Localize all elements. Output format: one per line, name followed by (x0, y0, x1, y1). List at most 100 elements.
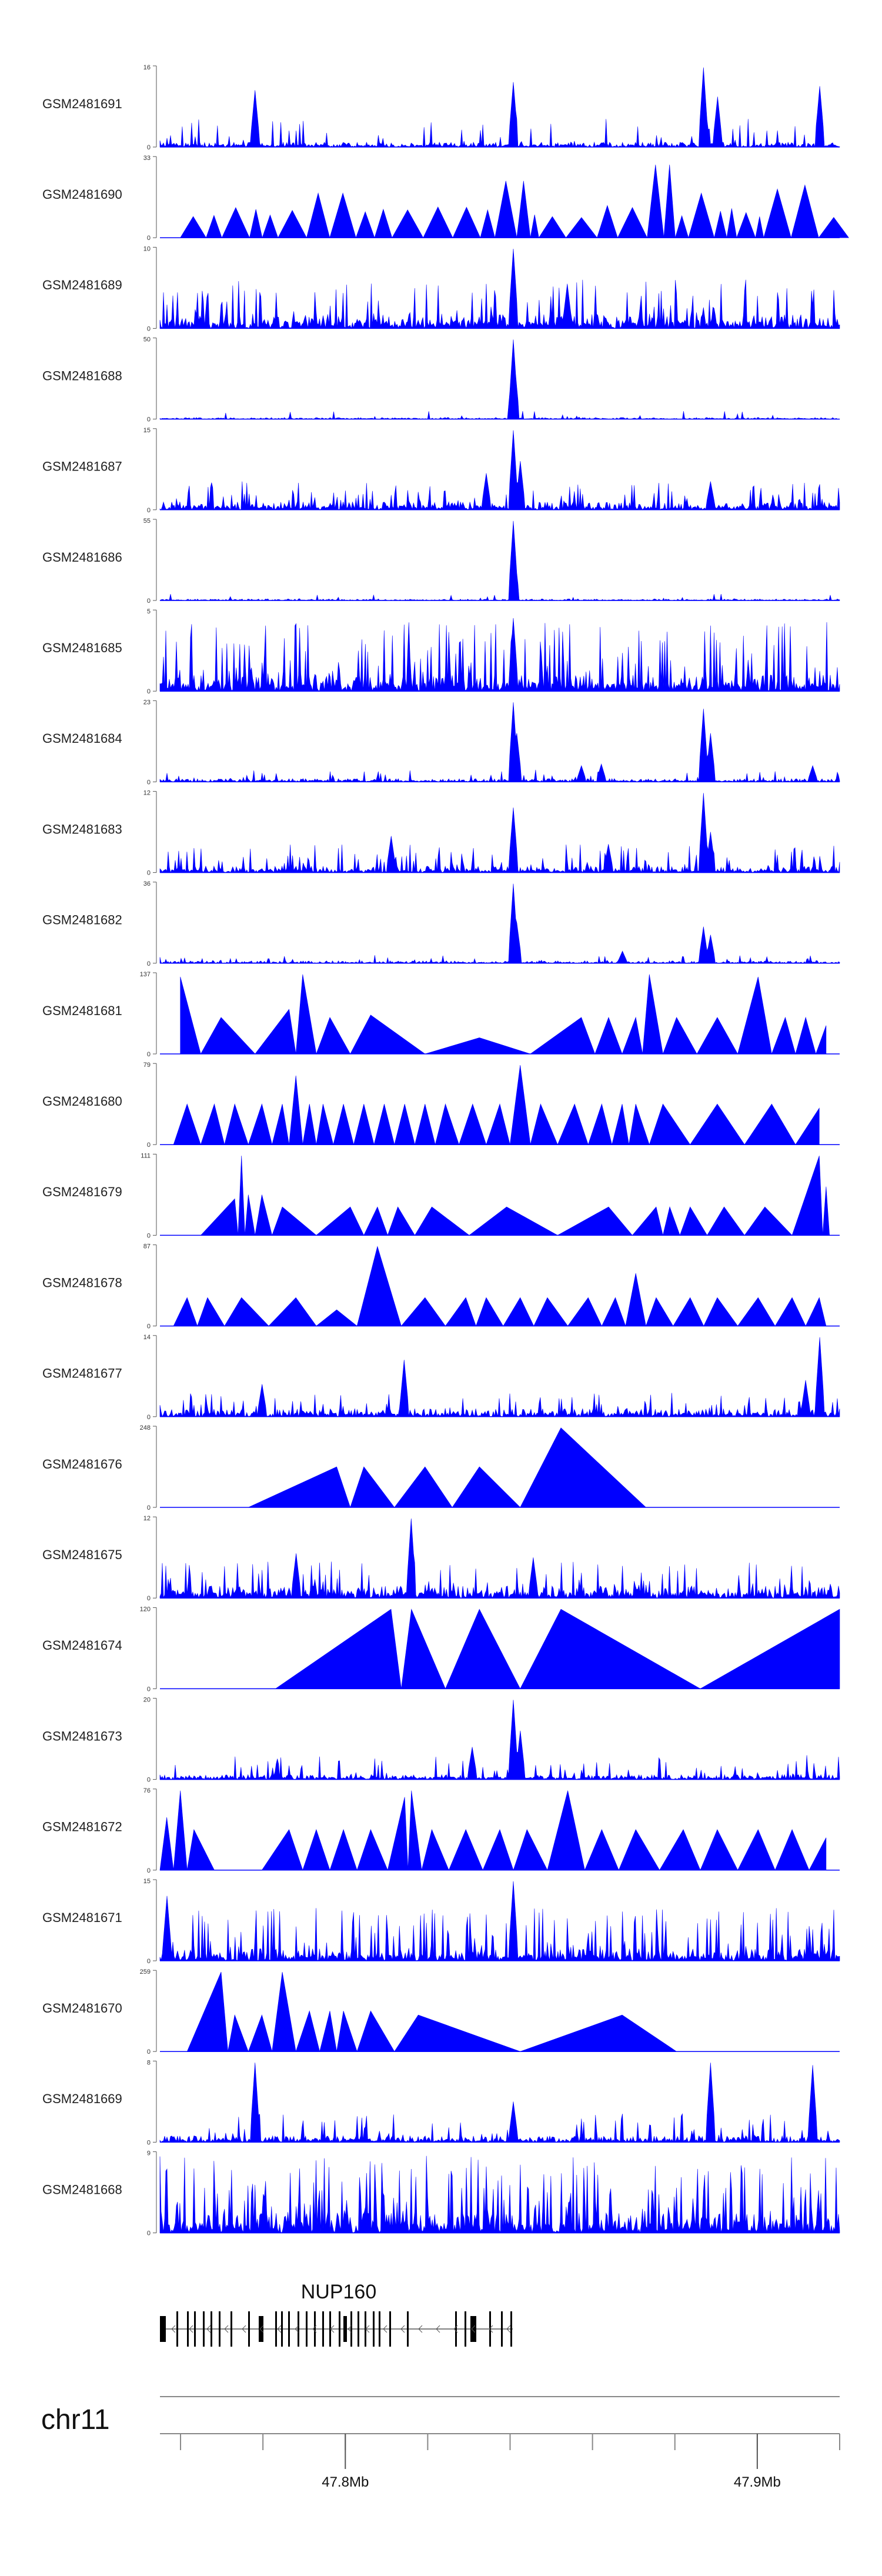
y-max-label: 12 (143, 790, 151, 797)
gene-track: NUP160 (160, 2281, 513, 2347)
track-GSM2481689: GSM2481689 10 0 (42, 245, 840, 332)
y-min-label: 0 (147, 1504, 151, 1511)
gene-exon (275, 2311, 277, 2347)
coverage-area (159, 2063, 840, 2143)
y-min-label: 0 (147, 2139, 151, 2146)
strand-arrow (453, 2325, 458, 2333)
gene-exon (350, 2311, 352, 2347)
strand-arrow (330, 2325, 335, 2333)
y-max-label: 87 (143, 1243, 151, 1250)
track-GSM2481674: GSM2481674 120 0 (42, 1606, 840, 1693)
y-max-label: 16 (143, 64, 151, 71)
track-label: GSM2481683 (42, 822, 122, 836)
strand-arrow (259, 2325, 264, 2333)
y-min-label: 0 (147, 1051, 151, 1058)
track-label: GSM2481678 (42, 1275, 122, 1290)
y-min-label: 0 (147, 870, 151, 877)
strand-arrow (400, 2325, 405, 2333)
gene-exon (203, 2311, 205, 2347)
track-GSM2481681: GSM2481681 137 0 (42, 971, 840, 1058)
track-GSM2481672: GSM2481672 76 0 (42, 1787, 840, 1874)
gene-exon (187, 2311, 189, 2347)
y-max-label: 79 (143, 1062, 151, 1069)
strand-arrow (242, 2325, 246, 2333)
y-max-label: 33 (143, 155, 151, 162)
track-label: GSM2481685 (42, 640, 122, 655)
y-max-label: 137 (140, 971, 151, 978)
strand-arrow (312, 2325, 317, 2333)
y-max-label: 76 (143, 1787, 151, 1794)
coverage-area (275, 1609, 840, 1690)
coverage-area (159, 702, 840, 783)
y-max-label: 259 (140, 1968, 151, 1976)
y-min-label: 0 (147, 416, 151, 423)
gene-exon (339, 2311, 340, 2347)
track-GSM2481671: GSM2481671 15 0 (42, 1878, 840, 1965)
track-label: GSM2481675 (42, 1547, 122, 1562)
strand-arrow (277, 2325, 282, 2333)
axis-tick-label: 47.8Mb (322, 2474, 369, 2490)
gene-exon (501, 2311, 503, 2347)
track-label: GSM2481682 (42, 913, 122, 927)
y-max-label: 20 (143, 1697, 151, 1704)
track-GSM2481687: GSM2481687 15 0 (42, 427, 840, 514)
coverage-area (159, 883, 840, 964)
gene-exon (176, 2311, 178, 2347)
gene-exon (298, 2311, 299, 2347)
gene-exon (379, 2311, 380, 2347)
y-min-label: 0 (147, 598, 151, 605)
track-GSM2481680: GSM2481680 79 0 (42, 1062, 840, 1149)
coverage-area (173, 1065, 820, 1146)
track-GSM2481678: GSM2481678 87 0 (42, 1243, 840, 1330)
strand-arrow (348, 2325, 352, 2333)
track-label: GSM2481671 (42, 1910, 122, 1925)
strand-arrow (365, 2325, 370, 2333)
track-GSM2481686: GSM2481686 55 0 (42, 518, 840, 605)
gene-exon (230, 2311, 232, 2347)
y-max-label: 9 (147, 2150, 151, 2157)
coverage-area (180, 974, 827, 1055)
gene-exon (358, 2311, 359, 2347)
coverage-area (159, 430, 840, 510)
strand-arrow (506, 2325, 511, 2333)
gene-exon (389, 2311, 391, 2347)
y-max-label: 5 (147, 608, 151, 615)
track-GSM2481683: GSM2481683 12 0 (42, 790, 840, 877)
y-min-label: 0 (147, 1777, 151, 1784)
strand-arrow (171, 2325, 176, 2333)
y-min-label: 0 (147, 1323, 151, 1330)
track-GSM2481669: GSM2481669 8 0 (42, 2059, 840, 2146)
gene-exon (259, 2316, 263, 2342)
y-min-label: 0 (147, 688, 151, 695)
gene-exon (455, 2311, 457, 2347)
track-GSM2481682: GSM2481682 36 0 (42, 880, 840, 967)
strand-arrow (206, 2325, 211, 2333)
coverage-area (180, 164, 849, 239)
y-min-label: 0 (147, 325, 151, 332)
coverage-area (159, 249, 840, 329)
y-max-label: 15 (143, 1878, 151, 1885)
y-min-label: 0 (147, 1686, 151, 1693)
y-max-label: 12 (143, 1515, 151, 1522)
strand-arrow (436, 2325, 440, 2333)
strand-arrow (224, 2325, 229, 2333)
coverage-area (159, 1700, 840, 1780)
coverage-area (200, 1156, 833, 1236)
track-label: GSM2481677 (42, 1366, 122, 1381)
gene-exon (373, 2311, 375, 2347)
gene-exon (322, 2311, 324, 2347)
data-tracks: GSM2481691160GSM2481690330GSM2481689100G… (42, 64, 849, 2237)
track-label: GSM2481676 (42, 1457, 122, 1471)
track-label: GSM2481679 (42, 1184, 122, 1199)
coverage-area (159, 2155, 840, 2234)
y-max-label: 23 (143, 699, 151, 706)
track-label: GSM2481680 (42, 1094, 122, 1109)
gene-exon (489, 2311, 491, 2347)
y-min-label: 0 (147, 960, 151, 967)
track-GSM2481670: GSM2481670 259 0 (42, 1968, 840, 2056)
gene-exon (314, 2311, 316, 2347)
track-GSM2481668: GSM2481668 9 0 (42, 2150, 840, 2237)
strand-arrow (489, 2325, 493, 2333)
coverage-area (159, 1881, 840, 1961)
track-GSM2481675: GSM2481675 12 0 (42, 1515, 840, 1602)
